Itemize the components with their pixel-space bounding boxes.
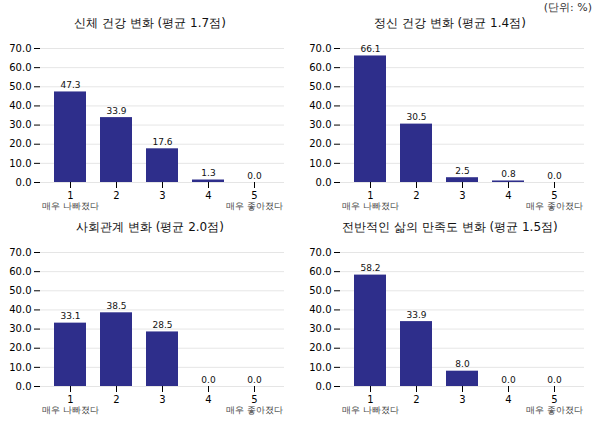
svg-text:5: 5 — [251, 190, 257, 201]
svg-text:1: 1 — [67, 394, 73, 405]
svg-text:0.0: 0.0 — [501, 375, 516, 385]
svg-text:0.0: 0.0 — [247, 171, 262, 181]
html-text:(단위: %): (단위: %) — [543, 1, 592, 14]
svg-text:40.0: 40.0 — [309, 100, 331, 111]
html-text:정신 건강 변화 (평균 1.4점): 정신 건강 변화 (평균 1.4점) — [374, 16, 526, 30]
svg-text:30.0: 30.0 — [9, 323, 31, 334]
svg-text:28.5: 28.5 — [152, 320, 172, 330]
svg-text:10.0: 10.0 — [309, 158, 331, 169]
svg-text:30.5: 30.5 — [406, 112, 426, 122]
svg-text:40.0: 40.0 — [9, 304, 31, 315]
html-text:사회관계 변화 (평균 2.0점): 사회관계 변화 (평균 2.0점) — [76, 220, 224, 234]
svg-text:40.0: 40.0 — [9, 100, 31, 111]
svg-text:50.0: 50.0 — [9, 81, 31, 92]
svg-text:40.0: 40.0 — [309, 304, 331, 315]
svg-text:0.0: 0.0 — [201, 375, 216, 385]
svg-text:33.9: 33.9 — [406, 310, 426, 320]
svg-text:8.0: 8.0 — [455, 359, 470, 369]
svg-text:66.1: 66.1 — [360, 44, 380, 54]
svg-text:2: 2 — [113, 190, 119, 201]
svg-text:10.0: 10.0 — [309, 362, 331, 373]
svg-text:17.6: 17.6 — [152, 137, 172, 147]
svg-text:매우 좋아졌다: 매우 좋아졌다 — [526, 201, 583, 211]
svg-text:4: 4 — [205, 190, 211, 201]
svg-text:60.0: 60.0 — [9, 62, 31, 73]
svg-text:매우 좋아졌다: 매우 좋아졌다 — [526, 405, 583, 415]
svg-text:20.0: 20.0 — [309, 342, 331, 353]
svg-text:58.2: 58.2 — [360, 263, 380, 273]
svg-text:1.3: 1.3 — [201, 168, 215, 178]
svg-text:0.0: 0.0 — [547, 375, 562, 385]
svg-text:매우 나빠졌다: 매우 나빠졌다 — [42, 201, 99, 211]
svg-text:3: 3 — [459, 190, 465, 201]
svg-text:2.5: 2.5 — [455, 166, 469, 176]
svg-text:20.0: 20.0 — [9, 138, 31, 149]
svg-text:33.1: 33.1 — [60, 311, 80, 321]
svg-text:70.0: 70.0 — [309, 247, 331, 258]
svg-text:매우 좋아졌다: 매우 좋아졌다 — [226, 201, 283, 211]
svg-text:10.0: 10.0 — [9, 362, 31, 373]
svg-text:30.0: 30.0 — [309, 323, 331, 334]
svg-text:10.0: 10.0 — [9, 158, 31, 169]
svg-text:30.0: 30.0 — [309, 119, 331, 130]
svg-text:1: 1 — [67, 190, 73, 201]
svg-text:30.0: 30.0 — [9, 119, 31, 130]
svg-text:3: 3 — [159, 190, 165, 201]
svg-text:1: 1 — [367, 190, 373, 201]
svg-text:70.0: 70.0 — [309, 43, 331, 54]
svg-text:4: 4 — [505, 190, 511, 201]
svg-text:매우 좋아졌다: 매우 좋아졌다 — [226, 405, 283, 415]
svg-text:38.5: 38.5 — [106, 301, 126, 311]
svg-text:5: 5 — [251, 394, 257, 405]
svg-text:20.0: 20.0 — [9, 342, 31, 353]
html-text:전반적인 삶의 만족도 변화 (평균 1.5점): 전반적인 삶의 만족도 변화 (평균 1.5점) — [342, 220, 558, 234]
svg-text:매우 나빠졌다: 매우 나빠졌다 — [342, 201, 399, 211]
svg-text:0.0: 0.0 — [547, 171, 562, 181]
svg-text:1: 1 — [367, 394, 373, 405]
html-text:신체 건강 변화 (평균 1.7점): 신체 건강 변화 (평균 1.7점) — [74, 16, 226, 30]
svg-text:33.9: 33.9 — [106, 106, 126, 116]
svg-text:2: 2 — [413, 394, 419, 405]
svg-text:50.0: 50.0 — [9, 285, 31, 296]
svg-text:50.0: 50.0 — [309, 81, 331, 92]
svg-text:70.0: 70.0 — [9, 43, 31, 54]
svg-text:5: 5 — [551, 394, 557, 405]
svg-text:0.0: 0.0 — [316, 177, 332, 188]
svg-text:4: 4 — [205, 394, 211, 405]
svg-text:47.3: 47.3 — [60, 80, 80, 90]
svg-text:0.0: 0.0 — [16, 177, 32, 188]
svg-text:5: 5 — [551, 190, 557, 201]
svg-text:매우 나빠졌다: 매우 나빠졌다 — [42, 405, 99, 415]
svg-text:0.0: 0.0 — [247, 375, 262, 385]
svg-text:0.8: 0.8 — [501, 169, 516, 179]
svg-text:60.0: 60.0 — [309, 266, 331, 277]
svg-text:50.0: 50.0 — [309, 285, 331, 296]
svg-text:3: 3 — [459, 394, 465, 405]
svg-text:2: 2 — [113, 394, 119, 405]
svg-text:2: 2 — [413, 190, 419, 201]
svg-text:3: 3 — [159, 394, 165, 405]
svg-text:0.0: 0.0 — [16, 381, 32, 392]
svg-text:20.0: 20.0 — [309, 138, 331, 149]
svg-text:60.0: 60.0 — [309, 62, 331, 73]
svg-text:4: 4 — [505, 394, 511, 405]
svg-text:70.0: 70.0 — [9, 247, 31, 258]
svg-text:매우 나빠졌다: 매우 나빠졌다 — [342, 405, 399, 415]
svg-text:60.0: 60.0 — [9, 266, 31, 277]
svg-text:0.0: 0.0 — [316, 381, 332, 392]
